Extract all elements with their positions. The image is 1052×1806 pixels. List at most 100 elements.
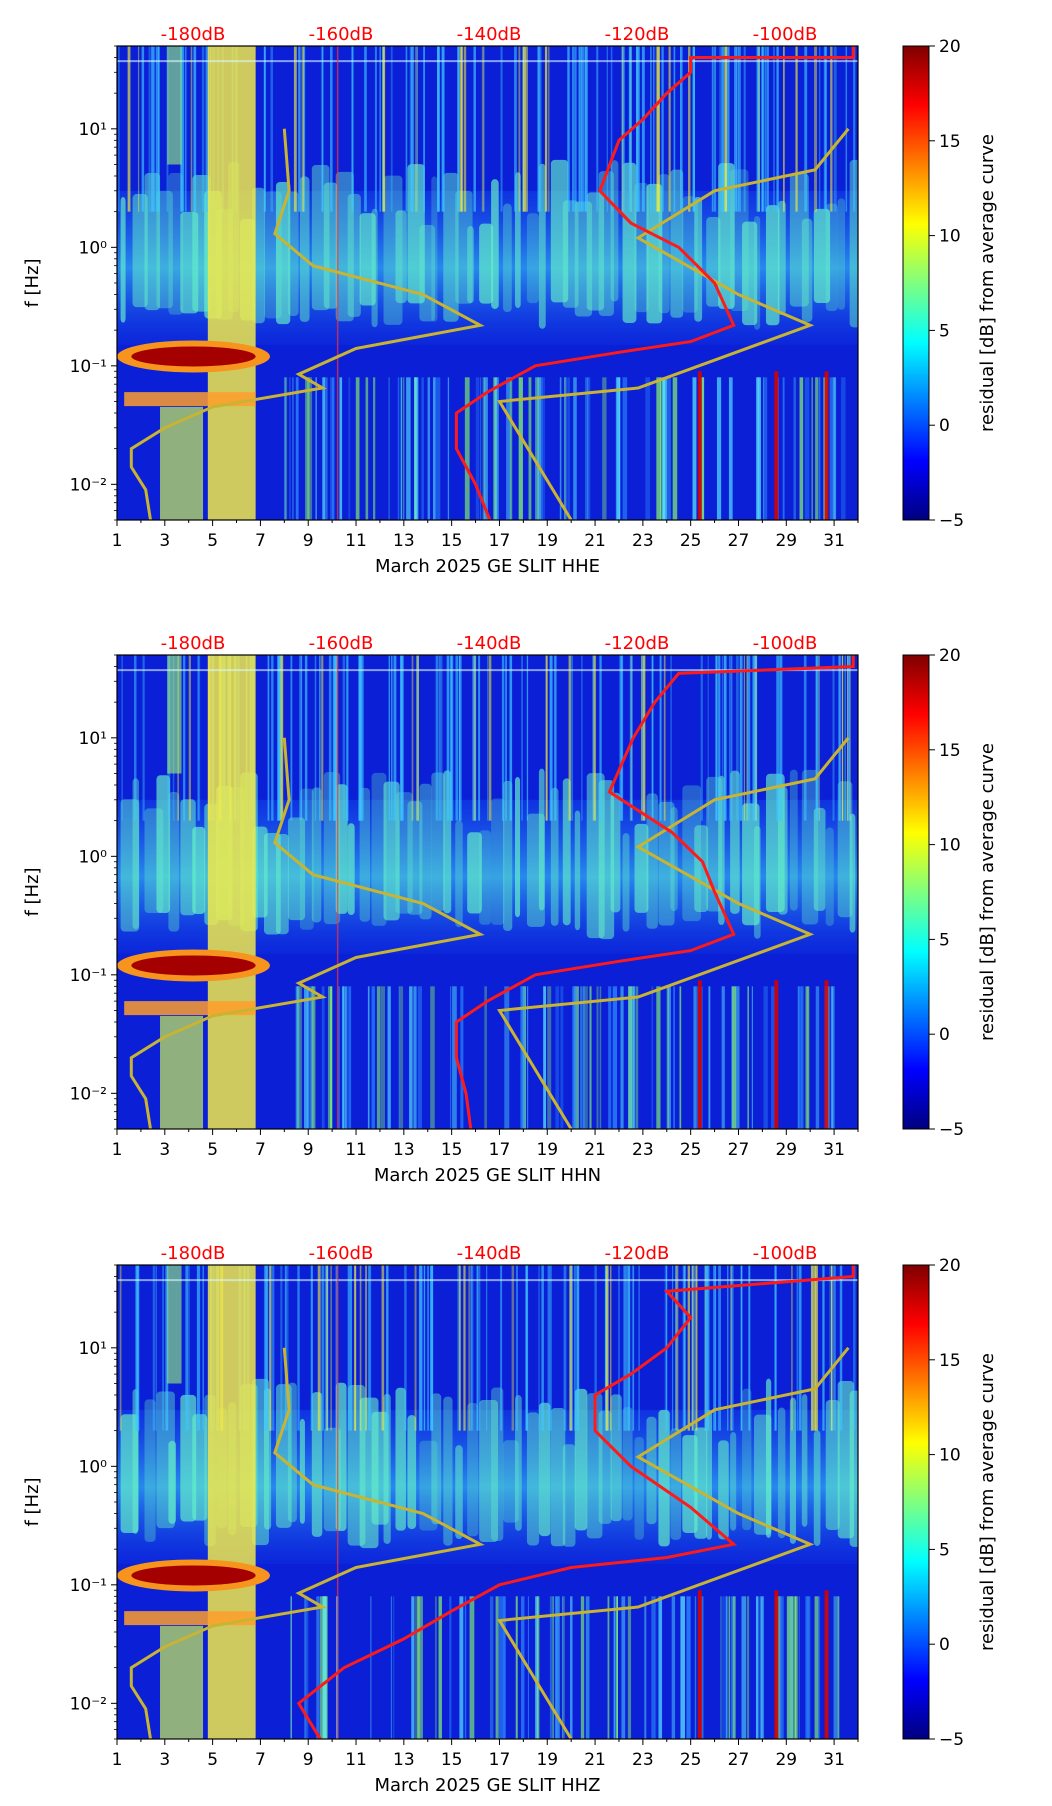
lowfreq-streak xyxy=(793,1596,797,1739)
noise-column xyxy=(594,1265,597,1431)
noise-column xyxy=(342,655,346,821)
day-streak xyxy=(299,1418,305,1524)
noise-column xyxy=(188,655,191,821)
lowfreq-streak xyxy=(799,377,804,520)
hot-block-upper xyxy=(167,1265,182,1384)
noise-column xyxy=(756,46,760,212)
noise-column xyxy=(468,1265,471,1431)
noise-column xyxy=(657,46,660,212)
colorbar-tick-label: 15 xyxy=(939,132,961,152)
day-streak xyxy=(706,217,721,307)
gap-line xyxy=(336,1265,339,1739)
day-streak xyxy=(526,1412,540,1546)
colorbar-tick-label: 5 xyxy=(939,930,950,950)
lowfreq-streak xyxy=(373,377,376,520)
day-streak xyxy=(407,801,423,915)
noise-column xyxy=(293,46,297,212)
lowfreq-streak xyxy=(284,377,288,520)
model-curve-low xyxy=(129,1347,485,1739)
lowfreq-streak xyxy=(818,377,821,520)
colorbar-tick-label: 0 xyxy=(939,416,950,436)
day-streak xyxy=(837,198,846,310)
lowfreq-streak xyxy=(498,1596,504,1739)
day-streak xyxy=(192,826,206,914)
noise-column xyxy=(478,1265,481,1431)
day-streak xyxy=(287,1382,297,1523)
lowfreq-streak xyxy=(763,986,768,1129)
microseism-blob-core xyxy=(131,1565,256,1586)
noise-column xyxy=(833,1265,836,1431)
interference-line xyxy=(117,60,858,63)
hot-block-lower xyxy=(160,1625,204,1739)
lowfreq-streak xyxy=(837,1596,839,1739)
lowfreq-streak xyxy=(290,1596,292,1739)
lowfreq-streak xyxy=(398,986,400,1129)
x-tick-label: 13 xyxy=(393,531,415,551)
noise-column xyxy=(605,1265,609,1431)
db-scale-label: -180dB xyxy=(161,24,226,45)
noise-column xyxy=(680,46,682,212)
lowfreq-streak xyxy=(327,986,332,1129)
y-tick-label: 10⁻² xyxy=(70,1084,107,1104)
noise-column xyxy=(540,46,542,212)
day-streak xyxy=(287,817,306,921)
db-scale-label: -140dB xyxy=(457,1243,522,1264)
noise-column xyxy=(682,1265,685,1431)
lowfreq-streak xyxy=(307,377,313,520)
noise-column xyxy=(526,655,529,821)
noise-column xyxy=(193,46,197,212)
day-streak xyxy=(849,813,856,933)
noise-column xyxy=(713,1265,716,1431)
lowfreq-streak xyxy=(831,986,834,1129)
noise-column xyxy=(404,1265,407,1431)
day-streak xyxy=(479,1399,499,1543)
x-tick-label: 15 xyxy=(441,531,463,551)
lowfreq-streak xyxy=(737,986,740,1129)
noise-column xyxy=(636,46,639,212)
day-streak xyxy=(275,833,289,935)
noise-column xyxy=(847,655,850,821)
noise-column xyxy=(838,655,841,821)
colorbar-tick-label: 10 xyxy=(939,836,961,856)
x-tick-label: 19 xyxy=(536,1750,558,1770)
noise-column xyxy=(119,1265,122,1431)
noise-column xyxy=(501,655,505,821)
event-line xyxy=(774,371,779,520)
noise-column xyxy=(360,655,363,821)
noise-column xyxy=(544,46,548,212)
x-tick-label: 3 xyxy=(159,531,170,551)
noise-column xyxy=(675,1265,677,1431)
noise-column xyxy=(473,46,476,212)
noise-column xyxy=(803,655,807,821)
noise-column xyxy=(752,655,756,821)
noise-column xyxy=(450,655,453,821)
noise-column xyxy=(568,655,571,821)
lowfreq-streak xyxy=(367,986,370,1129)
noise-column xyxy=(569,1265,573,1431)
noise-column xyxy=(280,655,284,821)
interference-line xyxy=(117,669,858,672)
lowfreq-streak xyxy=(653,1596,656,1739)
lowfreq-streak xyxy=(376,986,381,1129)
x-tick-label: 29 xyxy=(775,531,797,551)
lowfreq-streak xyxy=(616,377,621,520)
lowfreq-streak xyxy=(747,986,749,1129)
noise-column xyxy=(431,1265,434,1431)
lowfreq-streak xyxy=(304,1596,307,1739)
lowfreq-streak xyxy=(414,377,419,520)
day-streak xyxy=(813,1430,821,1546)
noise-column xyxy=(643,655,646,821)
day-streak xyxy=(479,223,494,304)
colorbar xyxy=(902,654,930,1130)
day-streak xyxy=(718,1440,729,1540)
lowfreq-streak xyxy=(518,377,523,520)
x-tick-label: 11 xyxy=(345,1750,367,1770)
event-line xyxy=(774,980,779,1129)
lowfreq-streak xyxy=(503,1596,506,1739)
x-tick-label: 5 xyxy=(207,1140,218,1160)
noise-column xyxy=(687,1265,691,1431)
lowfreq-streak xyxy=(797,986,800,1129)
lowfreq-streak xyxy=(580,1596,585,1739)
noise-column xyxy=(579,46,583,212)
lowfreq-streak xyxy=(716,377,722,520)
